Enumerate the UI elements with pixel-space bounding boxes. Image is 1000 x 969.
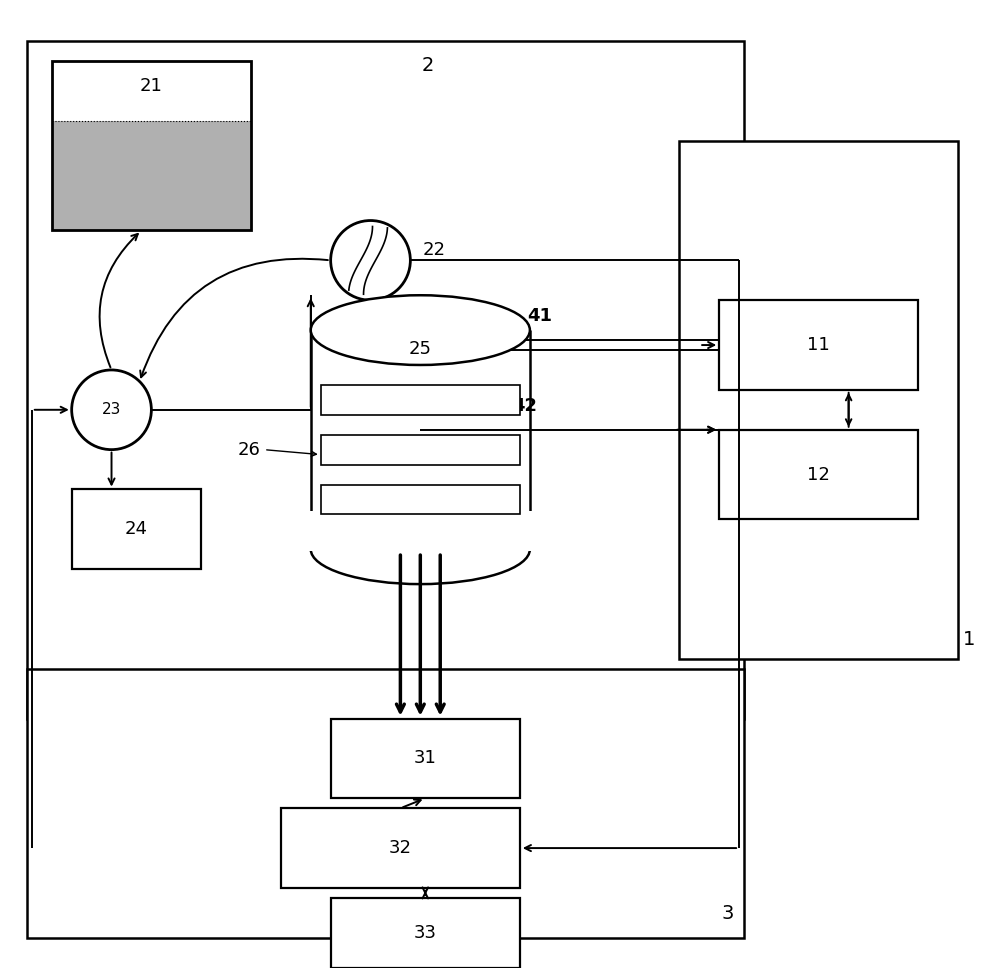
- Bar: [719, 300, 918, 390]
- Bar: [52, 121, 251, 231]
- Text: 21: 21: [140, 78, 163, 95]
- Text: 3: 3: [722, 904, 734, 922]
- Ellipse shape: [311, 296, 530, 365]
- Text: 1: 1: [963, 630, 976, 649]
- Bar: [719, 429, 918, 519]
- Text: 24: 24: [125, 520, 148, 539]
- Text: 11: 11: [807, 336, 830, 354]
- Bar: [27, 42, 744, 719]
- Circle shape: [72, 370, 151, 450]
- Text: 23: 23: [102, 402, 121, 418]
- Bar: [331, 898, 520, 968]
- Bar: [281, 808, 520, 888]
- Bar: [331, 719, 520, 798]
- Bar: [321, 484, 520, 515]
- Bar: [321, 385, 520, 415]
- Text: 2: 2: [421, 56, 434, 76]
- Text: 33: 33: [414, 923, 437, 942]
- Bar: [679, 141, 958, 659]
- Text: 32: 32: [389, 839, 412, 857]
- Bar: [52, 61, 251, 231]
- Bar: [321, 435, 520, 464]
- Text: 42: 42: [512, 396, 537, 415]
- Ellipse shape: [311, 515, 530, 584]
- Text: 41: 41: [527, 307, 552, 326]
- Text: 31: 31: [414, 749, 437, 767]
- Text: 22: 22: [422, 241, 445, 260]
- Bar: [72, 489, 201, 569]
- Circle shape: [331, 221, 410, 300]
- Bar: [306, 512, 535, 551]
- Text: 25: 25: [409, 340, 432, 359]
- Text: 26: 26: [238, 441, 261, 458]
- Bar: [27, 669, 744, 938]
- Text: 12: 12: [807, 465, 830, 484]
